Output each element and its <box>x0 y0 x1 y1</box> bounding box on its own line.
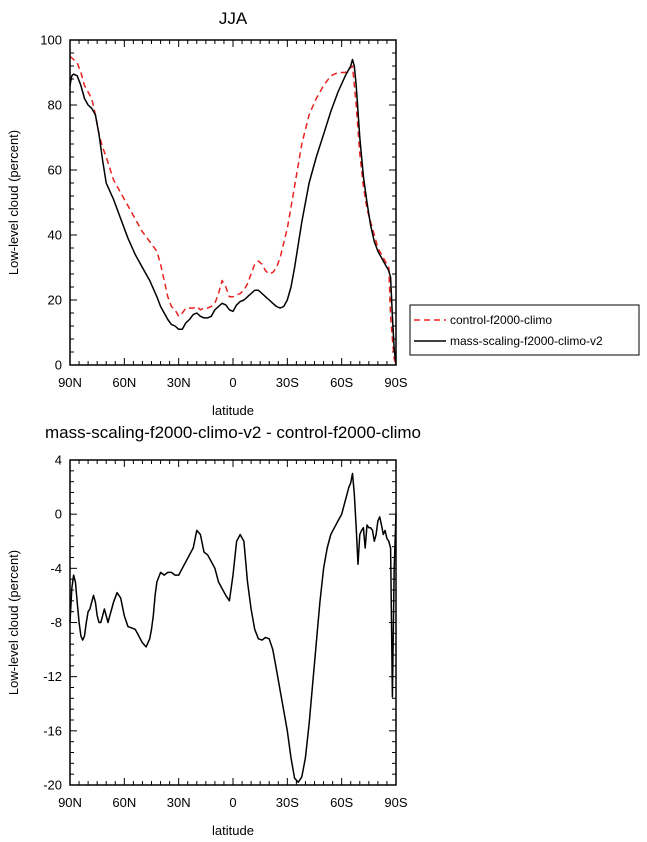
top-panel-series <box>69 55 397 366</box>
bottom-ytick-label: -12 <box>43 669 62 684</box>
top-xtick-label: 60N <box>112 375 136 390</box>
bottom-xtick-label: 30N <box>167 795 191 810</box>
top-panel-title: JJA <box>219 9 248 28</box>
top-panel-ticks <box>69 39 397 366</box>
bottom-ytick-label: 0 <box>55 507 62 522</box>
top-panel-legend: control-f2000-climo mass-scaling-f2000-c… <box>409 304 640 356</box>
bottom-xtick-label: 0 <box>229 795 236 810</box>
bottom-series-line <box>69 472 397 784</box>
legend-label-control: control-f2000-climo <box>450 313 552 327</box>
bottom-ytick-label: -8 <box>50 615 62 630</box>
top-panel-ylabel: Low-level cloud (percent) <box>6 130 21 275</box>
top-panel-frame <box>69 39 397 366</box>
top-panel-xlabel: latitude <box>212 403 254 418</box>
top-xtick-label: 90N <box>58 375 82 390</box>
bottom-panel-ticks <box>69 459 397 786</box>
top-panel: JJA 90N 60N 30N 0 30S 60S 90S 0 20 40 60 80 100 lati… <box>6 9 408 418</box>
bottom-panel-tick-labels: 90N 60N 30N 0 30S 60S 90S -20 -16 -12 -8 -4 0 4 <box>43 453 408 811</box>
bottom-xtick-label: 30S <box>276 795 299 810</box>
top-panel-tick-labels: 90N 60N 30N 0 30S 60S 90S 0 20 40 60 80 100 <box>40 33 408 391</box>
series-line-mass-scaling-f2000-climo-v2 <box>69 58 397 366</box>
top-ytick-label: 80 <box>48 98 62 113</box>
bottom-panel-frame <box>69 459 397 786</box>
bottom-xtick-label: 90N <box>58 795 82 810</box>
top-ytick-label: 20 <box>48 293 62 308</box>
bottom-panel-ylabel: Low-level cloud (percent) <box>6 550 21 695</box>
bottom-ytick-label: -4 <box>50 561 62 576</box>
bottom-panel-series <box>69 472 397 784</box>
bottom-xtick-label: 90S <box>384 795 407 810</box>
top-ytick-label: 60 <box>48 163 62 178</box>
legend-label-mass-scaling: mass-scaling-f2000-climo-v2 <box>450 334 603 348</box>
bottom-panel-xlabel: latitude <box>212 823 254 838</box>
top-ytick-label: 100 <box>40 33 62 48</box>
top-xtick-label: 30S <box>276 375 299 390</box>
top-xtick-label: 60S <box>330 375 353 390</box>
top-xtick-label: 30N <box>167 375 191 390</box>
bottom-panel-title: mass-scaling-f2000-climo-v2 - control-f2… <box>45 423 421 442</box>
bottom-ytick-label: -20 <box>43 778 62 793</box>
legend-box <box>409 304 640 356</box>
series-line-control-f2000-climo <box>69 55 397 366</box>
bottom-ytick-label: 4 <box>55 453 62 468</box>
top-xtick-label: 0 <box>229 375 236 390</box>
top-xtick-label: 90S <box>384 375 407 390</box>
top-ytick-label: 40 <box>48 228 62 243</box>
bottom-ytick-label: -16 <box>43 723 62 738</box>
bottom-xtick-label: 60N <box>112 795 136 810</box>
bottom-panel: mass-scaling-f2000-climo-v2 - control-f2… <box>6 423 421 838</box>
top-ytick-label: 0 <box>55 358 62 373</box>
bottom-xtick-label: 60S <box>330 795 353 810</box>
